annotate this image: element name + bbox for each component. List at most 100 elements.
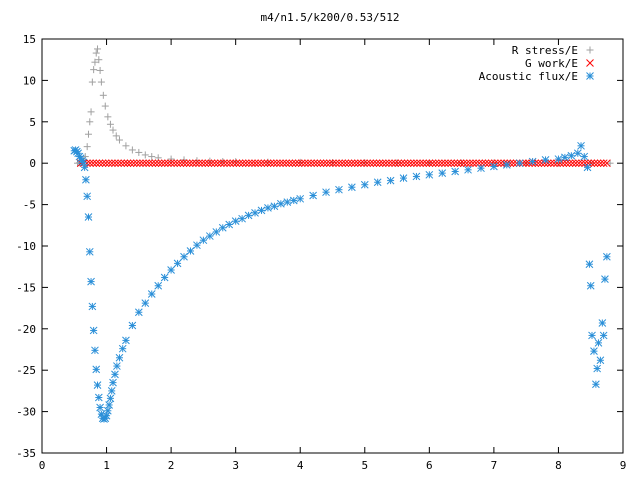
data-point	[592, 380, 600, 389]
data-point	[335, 185, 343, 194]
data-point	[225, 220, 234, 229]
data-point	[425, 159, 434, 168]
legend-marker	[586, 72, 594, 80]
data-point	[107, 387, 116, 395]
data-point	[288, 159, 297, 168]
data-point	[87, 108, 95, 116]
data-point	[170, 159, 178, 168]
data-point	[369, 159, 378, 168]
data-point	[565, 159, 574, 168]
x-tick-label: 3	[232, 459, 239, 472]
plot-frame	[41, 38, 624, 454]
data-point	[88, 78, 96, 86]
data-point	[167, 266, 175, 274]
data-point	[218, 223, 227, 232]
data-point	[450, 159, 459, 168]
data-point	[229, 159, 238, 168]
y-tick-label: -35	[16, 447, 36, 460]
data-point	[574, 159, 583, 168]
data-point	[148, 153, 156, 161]
data-point	[534, 159, 543, 168]
data-point	[122, 142, 130, 150]
data-point	[92, 365, 101, 374]
data-point	[118, 344, 127, 353]
data-point	[444, 159, 452, 168]
data-point	[104, 159, 113, 168]
data-point	[141, 299, 150, 307]
data-point	[285, 159, 294, 168]
data-point	[270, 202, 279, 211]
data-point	[599, 331, 608, 340]
data-point	[92, 159, 101, 168]
data-point	[546, 159, 555, 168]
data-point	[279, 159, 287, 168]
y-tick-label: 10	[23, 74, 36, 87]
x-tick-label: 7	[491, 459, 498, 472]
y-tick-label: 5	[29, 116, 36, 129]
data-point	[403, 159, 412, 168]
data-point	[598, 319, 607, 327]
data-point	[167, 155, 175, 163]
data-point	[216, 159, 225, 168]
data-point	[484, 159, 493, 168]
data-point	[147, 290, 156, 298]
data-point	[277, 199, 285, 208]
data-point	[94, 393, 103, 402]
data-point	[226, 159, 235, 168]
data-point	[399, 174, 408, 182]
data-point	[378, 159, 387, 168]
data-point	[238, 159, 247, 168]
data-point	[92, 49, 100, 57]
legend-marker	[586, 59, 594, 67]
legend-label: G work/E	[525, 57, 578, 70]
data-point	[603, 159, 611, 168]
data-point	[366, 159, 375, 168]
y-tick-label: -5	[23, 199, 36, 212]
data-point	[282, 159, 291, 168]
data-point	[101, 159, 110, 168]
data-point	[185, 159, 194, 168]
data-point	[188, 159, 197, 168]
y-tick-label: -15	[16, 281, 36, 294]
data-point	[394, 159, 403, 168]
data-point	[88, 302, 97, 311]
data-point	[332, 159, 340, 168]
data-point	[248, 159, 256, 168]
data-point	[360, 180, 369, 189]
data-point	[129, 159, 138, 168]
data-point	[553, 159, 561, 168]
data-point	[438, 169, 447, 177]
data-point	[413, 159, 421, 168]
x-tick-label: 0	[39, 459, 46, 472]
data-point	[606, 159, 614, 167]
data-point	[588, 331, 596, 340]
data-point	[391, 159, 400, 168]
data-point	[83, 143, 91, 151]
data-point	[231, 217, 240, 226]
data-point	[375, 159, 384, 168]
data-point	[254, 159, 263, 168]
data-point	[91, 58, 99, 66]
data-point	[264, 204, 272, 212]
axes: 0 1 2 3 4 5 6 7 8 9 -35 -30 -25 -20 -15 -10 -5 0 5 10 15	[16, 33, 626, 472]
data-point	[297, 159, 306, 168]
data-point	[590, 347, 598, 356]
data-point	[422, 159, 431, 168]
data-point	[186, 247, 195, 255]
data-point	[157, 159, 166, 168]
data-point	[596, 356, 605, 365]
data-point	[199, 236, 208, 245]
data-point	[490, 162, 498, 171]
data-point	[580, 152, 589, 161]
data-point	[160, 273, 169, 282]
data-point	[477, 164, 485, 173]
data-point	[96, 403, 104, 412]
data-point	[567, 151, 576, 160]
data-point	[257, 206, 266, 215]
data-point	[113, 362, 121, 370]
data-point	[353, 159, 362, 168]
legend-marker	[586, 46, 594, 54]
data-point	[344, 159, 353, 168]
